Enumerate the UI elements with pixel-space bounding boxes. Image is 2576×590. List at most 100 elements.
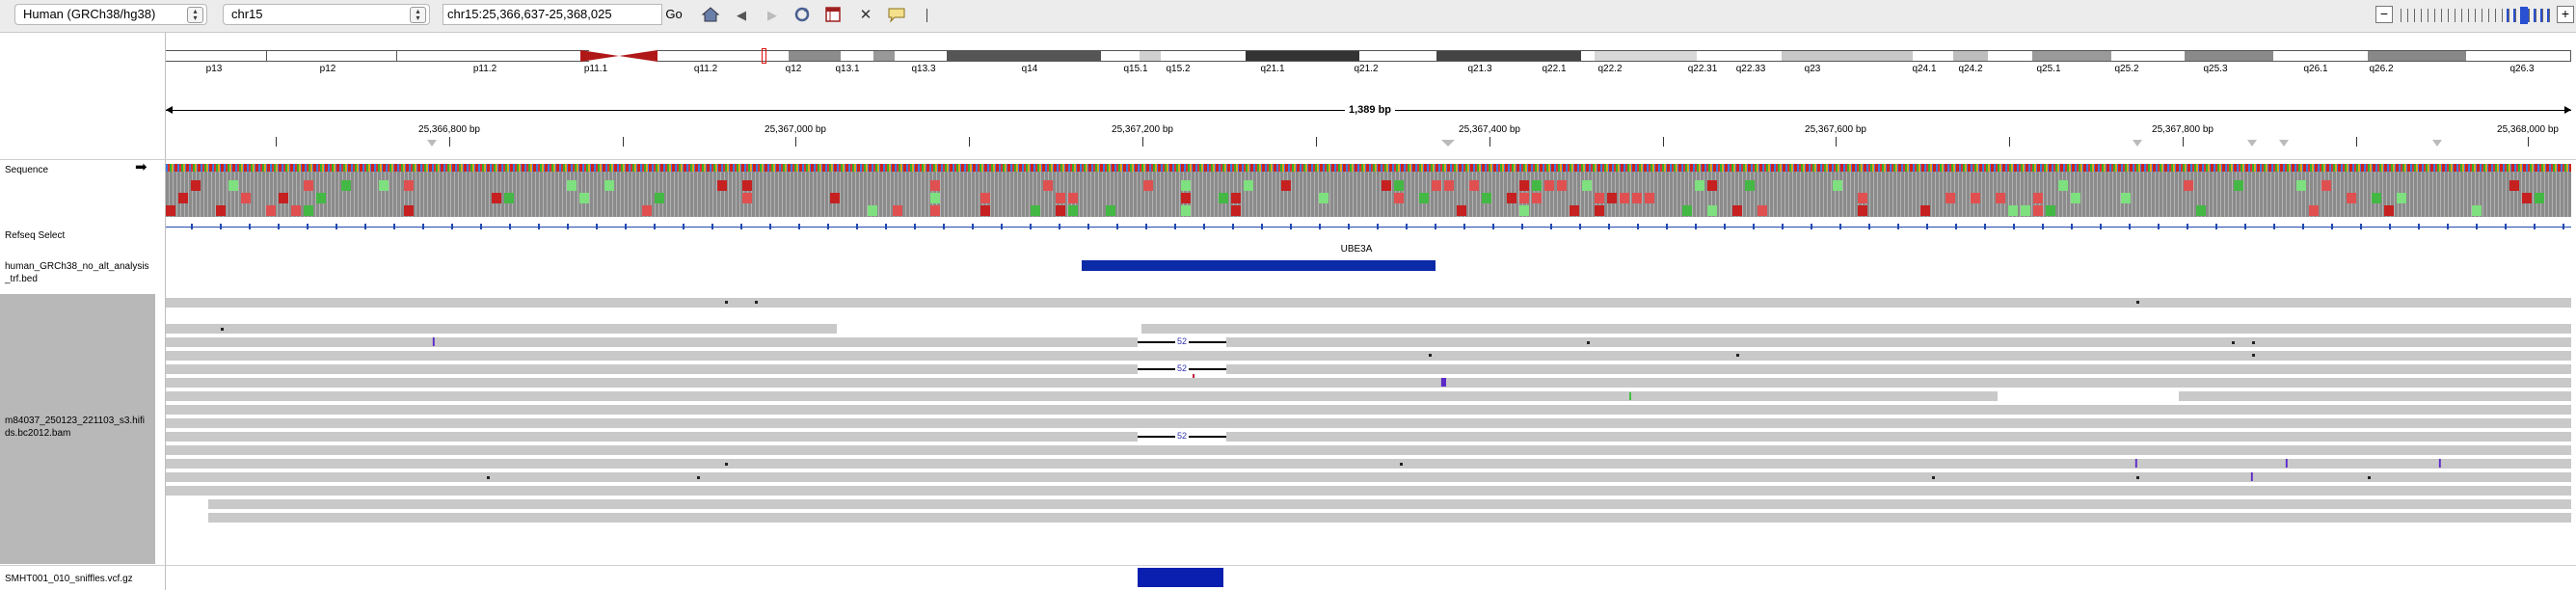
read[interactable] <box>166 405 2571 415</box>
chromosome-ideogram[interactable]: p13 p12 p11.2 p11.1 q11.2 q12 q13.1 q13.… <box>166 48 2571 74</box>
region-marker[interactable] <box>2279 140 2289 147</box>
chromosome-value: chr15 <box>231 7 263 21</box>
read[interactable] <box>166 351 2571 361</box>
read[interactable] <box>1226 337 2571 347</box>
ruler-tick <box>2183 137 2184 147</box>
deletion[interactable]: 52 <box>1138 363 1226 374</box>
codon-highlight <box>1181 193 1191 203</box>
codon-highlight <box>1858 205 1867 216</box>
read[interactable] <box>208 513 2571 523</box>
codon-highlight <box>2347 193 2356 203</box>
insertion-marker[interactable]: I <box>2438 456 2442 470</box>
region-marker[interactable] <box>2432 140 2442 147</box>
resize-to-window-icon[interactable] <box>821 6 845 25</box>
ruler-tick <box>2356 137 2357 147</box>
mismatch <box>725 463 728 466</box>
name-panel-divider[interactable] <box>165 33 166 590</box>
codon-highlight <box>1068 205 1078 216</box>
go-button[interactable]: Go <box>665 7 683 21</box>
vcf-variant[interactable] <box>1138 568 1223 587</box>
ideogram-band <box>657 50 773 62</box>
deletion[interactable]: 52 <box>1138 431 1226 442</box>
codon-highlight <box>2184 180 2193 191</box>
gene-label: UBE3A <box>1340 244 1373 255</box>
mismatch <box>1429 354 1432 357</box>
locus-search-input[interactable]: chr15:25,366,637-25,368,025 <box>443 4 662 25</box>
insertion-marker[interactable]: I <box>2285 456 2289 470</box>
codon-highlight <box>2021 205 2030 216</box>
read[interactable] <box>166 324 837 334</box>
insertion-marker[interactable]: I <box>2134 456 2138 470</box>
codon-highlight <box>2522 193 2532 203</box>
codon-highlight <box>2196 205 2206 216</box>
ideogram-band <box>1161 50 1246 62</box>
zoom-slider-handle[interactable] <box>2520 7 2528 24</box>
read[interactable] <box>1423 378 2571 388</box>
codon-highlight <box>304 205 313 216</box>
band-label: q21.3 <box>1467 64 1492 74</box>
ruler-tick <box>1836 137 1837 147</box>
deletion[interactable]: 52 <box>1138 336 1226 347</box>
chromosome-dropdown[interactable]: chr15 ▴ ▾ <box>223 4 430 25</box>
read[interactable] <box>166 418 2571 428</box>
codon-highlight <box>1532 193 1542 203</box>
home-icon[interactable] <box>700 6 721 25</box>
read[interactable] <box>1141 324 2571 334</box>
refresh-icon[interactable] <box>791 6 814 25</box>
current-region-marker <box>762 48 766 64</box>
region-marker[interactable] <box>1441 140 1455 147</box>
alignment-track[interactable]: I 52 52 III 52 I I I I <box>166 294 2571 564</box>
ruler-toggle-icon[interactable] <box>926 9 927 22</box>
read[interactable] <box>166 432 1138 442</box>
sequence-track-name[interactable]: Sequence <box>5 165 49 175</box>
bed-track-name[interactable]: human_GRCh38_no_alt_analysis _trf.bed <box>0 260 165 285</box>
read[interactable] <box>166 378 1423 388</box>
ideogram-band <box>1913 50 1953 62</box>
read[interactable] <box>166 445 2571 455</box>
region-marker[interactable] <box>427 140 437 147</box>
ruler-tick <box>276 137 277 147</box>
read[interactable] <box>166 391 1998 401</box>
forward-arrow-icon[interactable]: ▶ <box>767 8 777 22</box>
genome-dropdown[interactable]: Human (GRCh38/hg38) ▴ ▾ <box>14 4 207 25</box>
insertion-marker-cluster[interactable]: III <box>1440 375 1447 389</box>
zoom-in-button[interactable]: + <box>2557 6 2574 23</box>
select-region-icon[interactable]: ✕ <box>859 7 872 23</box>
codon-highlight <box>379 180 389 191</box>
read[interactable] <box>166 472 2571 482</box>
zoom-out-button[interactable]: − <box>2375 6 2393 23</box>
ruler-tick-label: 25,367,600 bp <box>1805 124 1866 135</box>
region-marker[interactable] <box>2133 140 2142 147</box>
codon-highlight <box>1682 205 1692 216</box>
insertion-marker[interactable]: I <box>2250 469 2254 484</box>
read[interactable] <box>166 337 1138 347</box>
back-arrow-icon[interactable]: ◀ <box>737 8 746 22</box>
read[interactable] <box>166 486 2571 496</box>
vcf-track-name[interactable]: SMHT001_010_sniffles.vcf.gz <box>5 574 133 584</box>
read[interactable] <box>166 459 2571 469</box>
codon-highlight <box>1056 205 1065 216</box>
codon-highlight <box>1394 193 1404 203</box>
read[interactable] <box>1226 364 2571 374</box>
refseq-track-name[interactable]: Refseq Select <box>5 230 66 241</box>
mismatch <box>2136 476 2139 479</box>
zoom-widget[interactable]: − + <box>2374 6 2576 25</box>
mismatch <box>1736 354 1739 357</box>
band-label: q25.1 <box>2036 64 2061 74</box>
popup-text-icon[interactable] <box>885 6 908 25</box>
read[interactable] <box>166 364 1138 374</box>
band-label: q21.1 <box>1260 64 1285 74</box>
codon-highlight <box>291 205 301 216</box>
strand-arrow-icon[interactable]: ➡ <box>135 159 148 175</box>
codon-highlight <box>830 193 840 203</box>
read[interactable] <box>208 499 2571 509</box>
region-marker[interactable] <box>2247 140 2257 147</box>
insertion-marker[interactable]: I <box>432 335 436 349</box>
bed-feature[interactable] <box>1082 260 1436 271</box>
bam-track-name-panel[interactable] <box>0 294 155 564</box>
sequence-track[interactable] <box>166 164 2571 217</box>
deletion-size-label: 52 <box>1174 336 1190 347</box>
read[interactable] <box>2179 391 2571 401</box>
read[interactable] <box>1226 432 2571 442</box>
read[interactable] <box>166 298 2571 308</box>
